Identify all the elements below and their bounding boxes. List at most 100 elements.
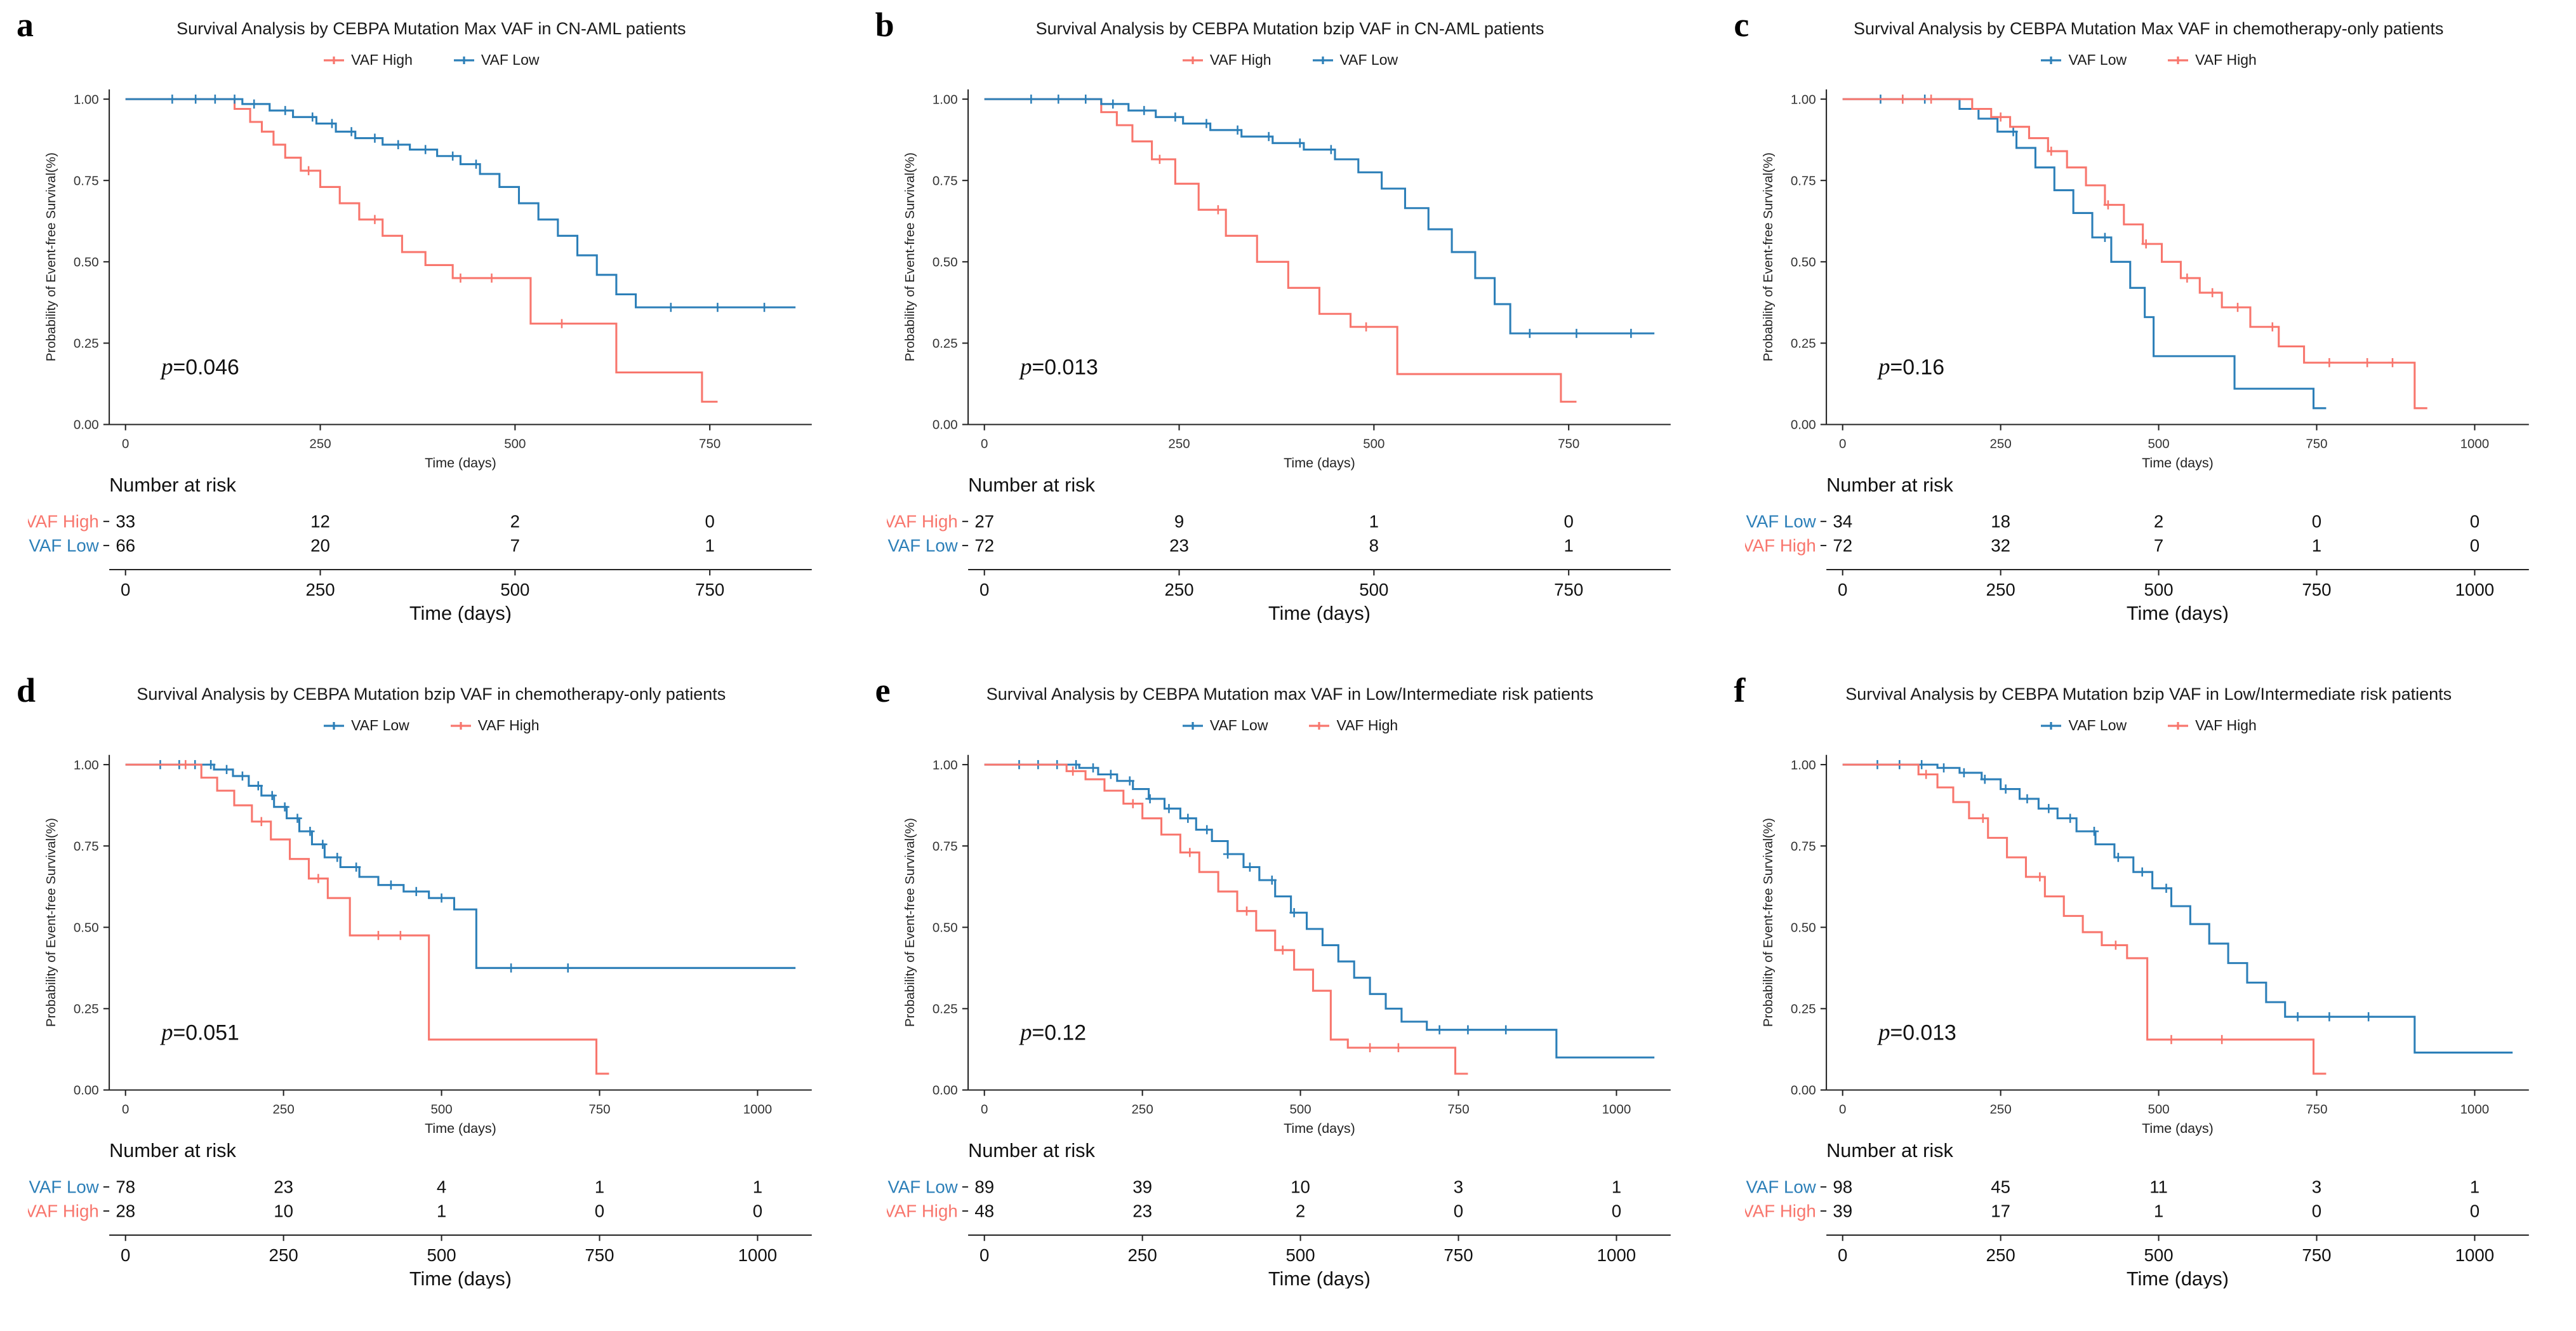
risk-row-label: VAF Low — [1746, 1177, 1817, 1196]
y-tick-label: 0.00 — [74, 418, 99, 432]
risk-count: 1 — [1369, 511, 1378, 531]
risk-count: 1 — [2470, 1177, 2480, 1196]
survival-curve — [984, 98, 1577, 403]
p-value: p=0.013 — [1018, 354, 1098, 380]
x-tick-label: 0 — [1839, 436, 1846, 451]
risk-count: 23 — [1132, 1201, 1152, 1221]
y-tick-label: 1.00 — [74, 758, 99, 772]
panel-letter: e — [875, 671, 891, 709]
x-tick-label: 500 — [504, 436, 526, 451]
y-axis-label: Probability of Event-free Survival(%) — [903, 152, 917, 361]
risk-count: 20 — [310, 535, 330, 555]
risk-row-label: VAF High — [28, 511, 99, 531]
risk-count: 72 — [1833, 535, 1853, 555]
risk-x-axis-label: Time (days) — [2127, 1267, 2229, 1288]
risk-count: 11 — [2150, 1177, 2168, 1196]
risk-x-tick-label: 0 — [979, 580, 989, 599]
legend-marker-icon — [2041, 721, 2062, 730]
risk-x-axis-label: Time (days) — [409, 1267, 512, 1288]
risk-count: 0 — [1453, 1201, 1463, 1221]
risk-count: 7 — [2154, 535, 2163, 555]
y-tick-label: 0.75 — [932, 839, 957, 853]
risk-x-tick-label: 0 — [1838, 1245, 1847, 1265]
risk-x-tick-label: 1000 — [1597, 1245, 1636, 1265]
x-axis-label: Time (days) — [2142, 1121, 2214, 1136]
x-tick-label: 500 — [1289, 1102, 1311, 1116]
legend: VAF High VAF Low — [28, 51, 835, 69]
risk-count: 1 — [595, 1177, 604, 1196]
x-axis-label: Time (days) — [425, 1121, 496, 1136]
risk-count: 28 — [116, 1201, 135, 1221]
risk-count: 4 — [437, 1177, 446, 1196]
legend-label: VAF High — [1336, 717, 1398, 733]
x-tick-label: 0 — [122, 436, 129, 451]
y-tick-label: 0.75 — [1791, 839, 1816, 853]
panel-a: a Survival Analysis by CEBPA Mutation Ma… — [0, 0, 859, 666]
y-tick-label: 0.25 — [1791, 337, 1816, 351]
legend-marker-icon — [1312, 56, 1333, 64]
x-tick-label: 500 — [1363, 436, 1384, 451]
risk-count: 0 — [1611, 1201, 1621, 1221]
risk-table-title: Number at risk — [1826, 1139, 1953, 1161]
risk-x-tick-label: 250 — [1127, 1245, 1157, 1265]
y-tick-label: 0.50 — [1791, 255, 1816, 269]
x-axis-label: Time (days) — [1284, 455, 1355, 471]
risk-row-label: VAF Low — [29, 1177, 100, 1196]
panel-title: Survival Analysis by CEBPA Mutation bzip… — [1035, 19, 1544, 38]
survival-curve — [125, 763, 609, 1075]
y-axis-label: Probability of Event-free Survival(%) — [44, 152, 58, 361]
legend-marker-icon — [1182, 56, 1203, 64]
risk-x-tick-label: 1000 — [2455, 1245, 2495, 1265]
x-tick-label: 500 — [2148, 436, 2170, 451]
legend-marker-icon — [1309, 721, 1330, 730]
legend-marker-icon — [324, 721, 345, 730]
survival-curve — [1843, 98, 2327, 410]
y-tick-label: 0.25 — [1791, 1002, 1816, 1017]
risk-count: 8 — [1369, 535, 1378, 555]
risk-row-label: VAF Low — [1746, 511, 1817, 531]
risk-count: 18 — [1991, 511, 2011, 531]
km-plot: 0.00 0.25 0.50 0.75 1.00 0 250 500 750 Time (days… — [887, 89, 1671, 623]
panel-letter: d — [17, 671, 36, 709]
panel-letter: b — [875, 6, 894, 44]
x-tick-label: 0 — [981, 436, 988, 451]
risk-count: 66 — [116, 535, 135, 555]
x-tick-label: 0 — [1839, 1102, 1846, 1116]
risk-count: 0 — [2312, 511, 2321, 531]
risk-count: 2 — [1296, 1201, 1305, 1221]
risk-row-label: VAF High — [887, 1201, 958, 1221]
risk-x-tick-label: 750 — [1444, 1245, 1473, 1265]
risk-count: 72 — [974, 535, 994, 555]
p-value: p=0.12 — [1018, 1019, 1086, 1045]
legend-label: VAF High — [477, 717, 540, 733]
x-tick-label: 1000 — [743, 1102, 773, 1116]
y-tick-label: 0.50 — [932, 920, 957, 935]
risk-count: 1 — [1564, 535, 1573, 555]
legend-marker-icon — [2041, 56, 2062, 64]
risk-count: 45 — [1991, 1177, 2011, 1196]
survival-curve — [125, 98, 718, 403]
risk-count: 12 — [310, 511, 330, 531]
panel-b: b Survival Analysis by CEBPA Mutation bz… — [859, 0, 1718, 666]
risk-x-tick-label: 250 — [1164, 580, 1193, 599]
x-axis-label: Time (days) — [425, 455, 496, 471]
y-tick-label: 1.00 — [932, 758, 957, 772]
y-axis-label: Probability of Event-free Survival(%) — [1761, 152, 1776, 361]
legend-item: VAF Low — [1182, 717, 1268, 734]
y-tick-label: 0.00 — [932, 418, 957, 432]
risk-count: 89 — [974, 1177, 994, 1196]
legend-item: VAF Low — [323, 717, 409, 734]
x-tick-label: 250 — [273, 1102, 295, 1116]
panel-letter: c — [1734, 6, 1749, 44]
y-tick-label: 0.25 — [74, 337, 99, 351]
y-tick-label: 1.00 — [1791, 92, 1816, 107]
risk-x-axis-label: Time (days) — [2127, 602, 2229, 623]
legend: VAF Low VAF High — [1745, 51, 2552, 69]
legend-item: VAF Low — [2040, 51, 2127, 69]
y-tick-label: 0.00 — [932, 1083, 957, 1098]
risk-x-tick-label: 0 — [979, 1245, 989, 1265]
